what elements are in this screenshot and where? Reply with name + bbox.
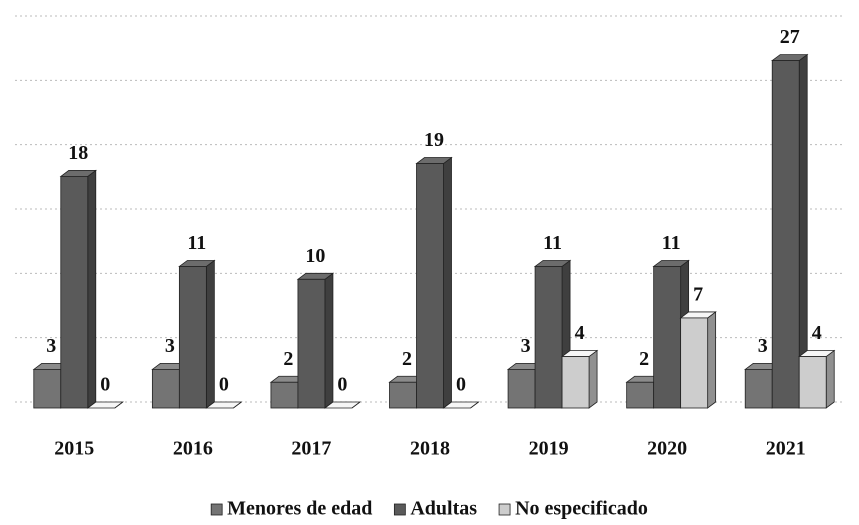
data-label: 27 xyxy=(780,26,800,48)
bar xyxy=(86,401,124,409)
bar-front xyxy=(744,368,773,409)
bar xyxy=(560,349,599,409)
legend: Menores de edad Adultas No especificado xyxy=(210,498,648,520)
x-tick-label: 2017 xyxy=(291,438,331,460)
data-label: 0 xyxy=(456,374,466,396)
bar-front xyxy=(771,60,800,409)
bar xyxy=(59,169,97,409)
bar-side xyxy=(87,169,97,409)
x-tick-label: 2019 xyxy=(529,438,569,460)
bar xyxy=(442,401,480,409)
bar-front xyxy=(416,163,444,409)
data-label: 2 xyxy=(639,348,649,370)
legend-label: No especificado xyxy=(515,498,648,520)
bar-front xyxy=(178,266,207,409)
x-tick-label: 2016 xyxy=(173,438,213,460)
bar xyxy=(679,311,717,409)
data-label: 11 xyxy=(187,232,206,254)
bar-front xyxy=(33,368,62,409)
bar xyxy=(771,53,809,409)
data-label: 4 xyxy=(812,322,822,344)
bar-front xyxy=(534,266,563,409)
bar-front xyxy=(507,368,536,409)
legend-label: Adultas xyxy=(410,498,477,520)
bar-top xyxy=(323,401,362,409)
bar xyxy=(296,272,335,409)
data-label: 0 xyxy=(219,374,229,396)
bar-side xyxy=(825,349,835,409)
bar-front xyxy=(626,381,655,409)
bar-front xyxy=(680,317,709,409)
data-label: 0 xyxy=(337,374,347,396)
x-tick-label: 2018 xyxy=(410,438,450,460)
x-tick-label: 2020 xyxy=(647,438,687,460)
bar xyxy=(205,401,243,409)
data-label: 3 xyxy=(165,335,175,357)
x-tick-label: 2021 xyxy=(766,438,806,460)
bar-side xyxy=(205,259,215,409)
bar-front xyxy=(297,278,326,409)
x-tick-label: 2015 xyxy=(54,438,94,460)
bar-front xyxy=(653,266,682,409)
bar-front xyxy=(60,175,89,409)
legend-swatch xyxy=(498,503,511,516)
bar-front xyxy=(151,368,180,409)
data-label: 4 xyxy=(575,322,585,344)
legend-swatch xyxy=(393,503,406,516)
bar xyxy=(178,259,216,409)
data-label: 3 xyxy=(758,335,768,357)
bar xyxy=(415,156,453,409)
data-label: 18 xyxy=(68,142,88,164)
bar-top xyxy=(442,401,480,409)
data-label: 2 xyxy=(402,348,412,370)
bar-front xyxy=(270,381,299,409)
bar-top xyxy=(205,401,243,409)
data-label: 19 xyxy=(424,129,444,151)
bar-top xyxy=(86,401,124,409)
data-label: 3 xyxy=(521,335,531,357)
data-label: 3 xyxy=(46,335,56,357)
bar-front xyxy=(561,356,590,409)
data-label: 11 xyxy=(543,232,562,254)
bar-side xyxy=(443,156,452,409)
bar-side xyxy=(324,272,334,409)
bar-front xyxy=(389,381,417,409)
bar xyxy=(798,349,836,409)
data-label: 7 xyxy=(693,284,703,306)
legend-label: Menores de edad xyxy=(227,498,372,520)
data-label: 11 xyxy=(662,232,681,254)
data-label: 0 xyxy=(100,374,110,396)
bar-front xyxy=(798,356,827,409)
legend-swatch xyxy=(210,503,223,516)
data-label: 10 xyxy=(305,245,325,267)
bar-side xyxy=(588,349,598,409)
bar-side xyxy=(707,311,717,409)
data-label: 2 xyxy=(283,348,293,370)
bar xyxy=(533,259,572,409)
bar xyxy=(323,401,362,409)
